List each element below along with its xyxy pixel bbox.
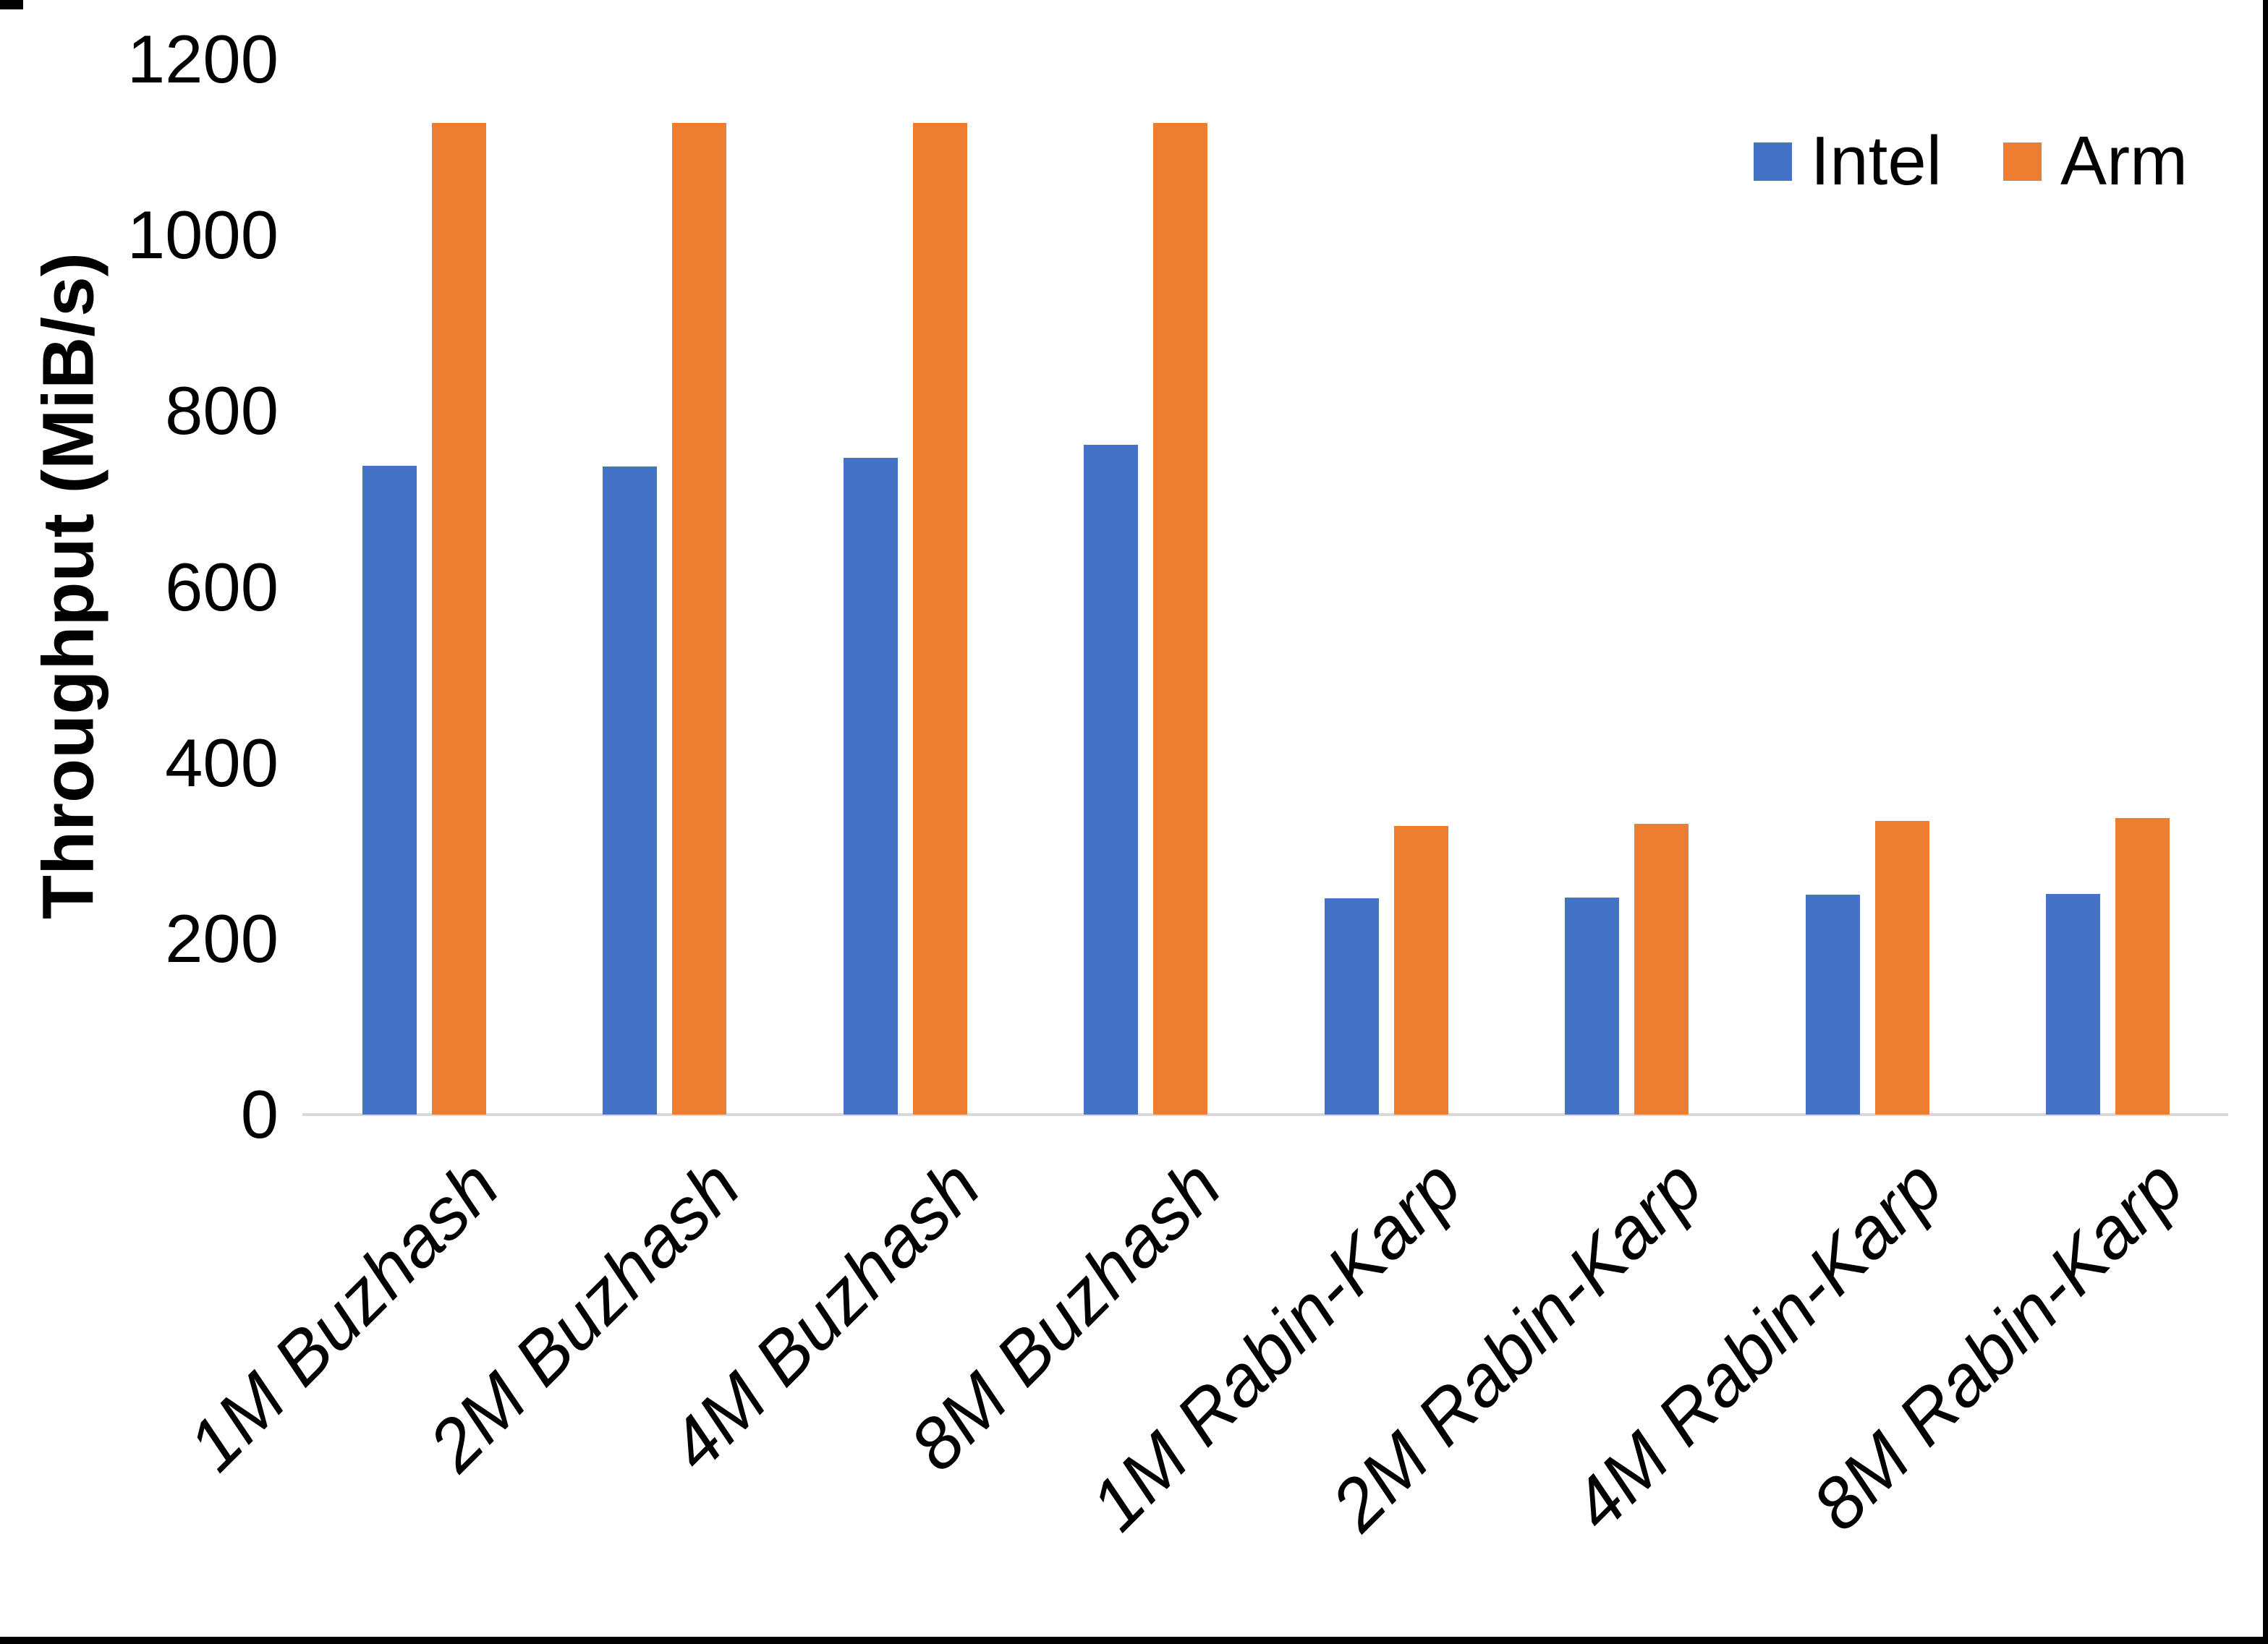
legend-swatch-arm-icon — [2003, 142, 2042, 181]
legend-entry-arm: Arm — [2003, 127, 2188, 196]
y-tick-label-0: 0 — [240, 1076, 279, 1152]
bar-intel-2m-buzhash — [603, 466, 658, 1115]
y-tick-label-200: 200 — [165, 900, 279, 976]
bar-arm-4m-rabin-karp — [1874, 820, 1929, 1115]
screenshot-right-border — [2263, 0, 2268, 1644]
y-tick-label-1000: 1000 — [127, 197, 279, 273]
bar-intel-8m-buzhash — [1084, 444, 1139, 1115]
bar-arm-2m-buzhash — [672, 122, 727, 1115]
bar-arm-2m-rabin-karp — [1634, 823, 1689, 1115]
bar-arm-8m-buzhash — [1153, 122, 1208, 1115]
y-tick-label-1200: 1200 — [127, 21, 279, 97]
bar-arm-8m-rabin-karp — [2115, 818, 2170, 1115]
y-tick-label-600: 600 — [165, 548, 279, 625]
screenshot-corner-mark — [0, 0, 23, 9]
bar-intel-1m-rabin-karp — [1324, 898, 1379, 1115]
bar-arm-1m-rabin-karp — [1393, 826, 1448, 1115]
legend: Intel Arm — [1753, 114, 2188, 208]
legend-entry-intel: Intel — [1753, 122, 1942, 200]
legend-swatch-intel-icon — [1753, 142, 1792, 181]
legend-label-intel: Intel — [1810, 122, 1942, 200]
screenshot-bottom-border — [0, 1637, 2268, 1644]
y-tick-label-800: 800 — [165, 372, 279, 449]
y-tick-label-400: 400 — [165, 724, 279, 801]
bar-arm-1m-buzhash — [431, 122, 486, 1115]
bar-arm-4m-buzhash — [912, 122, 967, 1115]
bar-intel-4m-buzhash — [843, 457, 898, 1115]
x-axis-line — [302, 1113, 2228, 1116]
bar-intel-2m-rabin-karp — [1565, 897, 1620, 1115]
legend-label-arm: Arm — [2060, 122, 2188, 200]
bar-intel-8m-rabin-karp — [2046, 893, 2101, 1115]
bar-intel-4m-rabin-karp — [1805, 895, 1860, 1115]
bar-intel-1m-buzhash — [362, 465, 417, 1115]
